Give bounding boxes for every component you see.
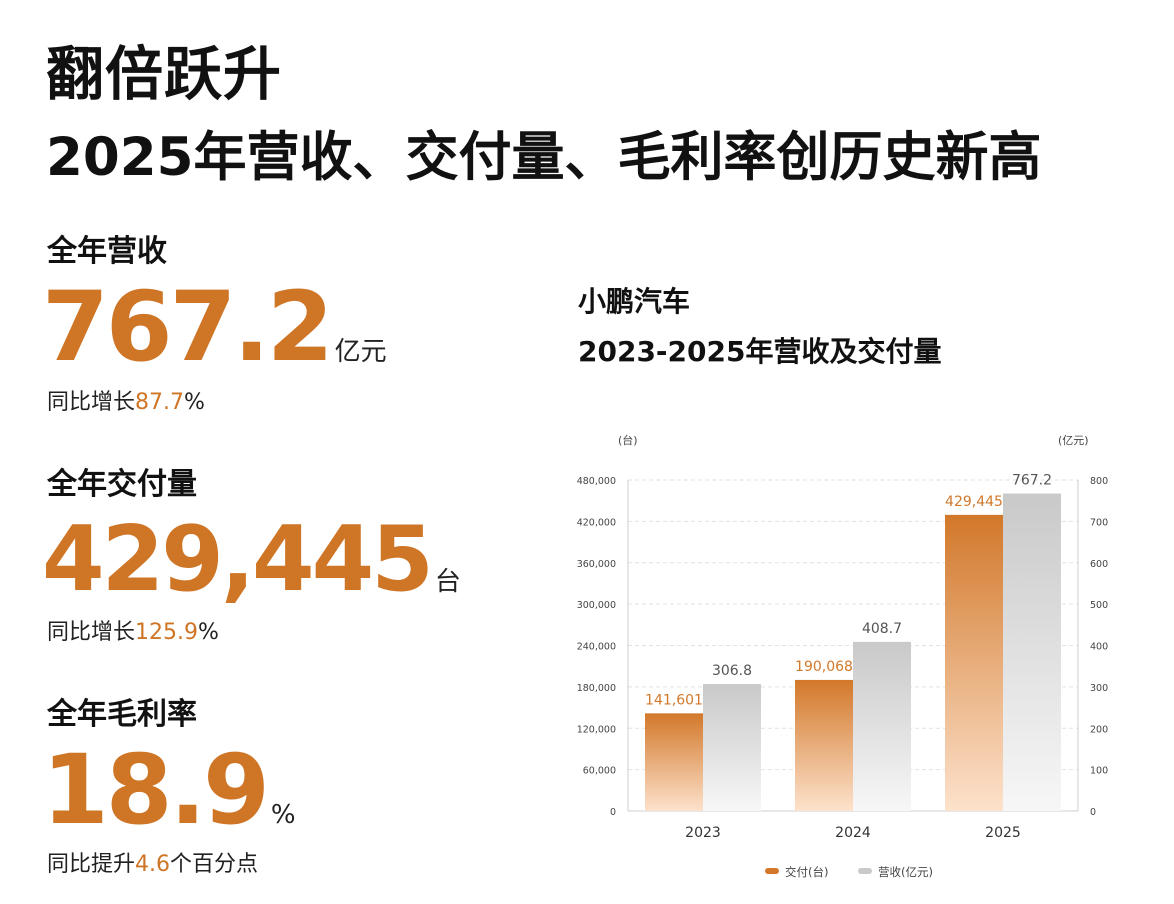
legend-label-revenue: 营收(亿元) — [878, 865, 933, 879]
margin-row: 18.9 % — [42, 735, 296, 845]
left-tick-label: 60,000 — [583, 766, 616, 777]
revenue-data-label: 306.8 — [712, 663, 752, 679]
delivery-data-label: 190,068 — [795, 659, 853, 675]
left-tick-label: 120,000 — [577, 724, 616, 735]
delivery-bar — [795, 679, 853, 811]
left-tick-label: 480,000 — [577, 476, 616, 487]
legend-swatch-delivery — [765, 868, 779, 874]
x-tick-label: 2024 — [835, 825, 871, 841]
deliveries-growth-suffix: % — [198, 620, 219, 645]
left-tick-label: 180,000 — [577, 683, 616, 694]
revenue-data-label: 408.7 — [862, 621, 902, 637]
margin-unit: % — [270, 800, 296, 830]
delivery-bar — [645, 713, 703, 811]
revenue-row: 767.2 亿元 — [42, 272, 387, 382]
delivery-data-label: 429,445 — [945, 494, 1003, 510]
left-tick-label: 240,000 — [577, 642, 616, 653]
right-tick-label: 400 — [1090, 642, 1108, 653]
delivery-bar — [945, 514, 1003, 811]
left-tick-label: 360,000 — [577, 559, 616, 570]
margin-value: 18.9 — [42, 734, 270, 846]
page-title: 翻倍跃升 — [46, 40, 283, 108]
revenue-data-label: 767.2 — [1012, 473, 1052, 489]
deliveries-growth-value: 125.9 — [135, 620, 198, 645]
legend-label-delivery: 交付(台) — [785, 865, 828, 879]
revenue-bar — [1003, 493, 1061, 811]
revenue-value: 767.2 — [42, 271, 334, 383]
margin-growth-prefix: 同比提升 — [47, 852, 136, 877]
right-tick-label: 0 — [1090, 807, 1096, 818]
margin-growth: 同比提升4.6个百分点 — [47, 850, 258, 880]
page-subtitle: 2025年营收、交付量、毛利率创历史新高 — [46, 127, 1042, 188]
deliveries-value: 429,445 — [42, 507, 434, 612]
revenue-unit: 亿元 — [334, 337, 387, 367]
revenue-growth-suffix: % — [184, 390, 205, 415]
right-tick-label: 700 — [1090, 517, 1108, 528]
deliveries-label: 全年交付量 — [47, 467, 197, 502]
revenue-growth-value: 87.7 — [135, 390, 184, 415]
revenue-growth: 同比增长87.7% — [47, 388, 205, 418]
left-tick-label: 300,000 — [577, 600, 616, 611]
revenue-growth-prefix: 同比增长 — [47, 390, 136, 415]
revenue-bar — [853, 641, 911, 811]
right-axis-unit: (亿元) — [1058, 434, 1089, 447]
deliveries-unit: 台 — [434, 567, 461, 597]
right-tick-label: 800 — [1090, 476, 1108, 487]
left-tick-label: 0 — [610, 807, 616, 818]
right-tick-label: 500 — [1090, 600, 1108, 611]
revenue-label: 全年营收 — [47, 234, 167, 269]
x-tick-label: 2023 — [685, 825, 721, 841]
margin-label: 全年毛利率 — [47, 697, 197, 732]
bar-chart: (台) (亿元) 0 0 60,000 100 120,000 200 180,000 300 24… — [577, 433, 1108, 879]
right-tick-label: 200 — [1090, 724, 1108, 735]
deliveries-growth: 同比增长125.9% — [47, 618, 219, 648]
left-axis-unit: (台) — [618, 433, 638, 447]
margin-growth-suffix: 个百分点 — [170, 852, 259, 877]
left-tick-label: 420,000 — [577, 517, 616, 528]
deliveries-growth-prefix: 同比增长 — [47, 620, 136, 645]
margin-growth-value: 4.6 — [135, 852, 171, 877]
chart-caption-title: 2023-2025年营收及交付量 — [578, 335, 942, 368]
right-tick-label: 100 — [1090, 766, 1108, 777]
legend-swatch-revenue — [858, 868, 872, 874]
chart-caption-company: 小鹏汽车 — [578, 285, 691, 318]
deliveries-row: 429,445 台 — [42, 505, 461, 615]
revenue-bar — [703, 684, 761, 811]
delivery-data-label: 141,601 — [645, 692, 703, 708]
right-tick-label: 600 — [1090, 559, 1108, 570]
right-tick-label: 300 — [1090, 683, 1108, 694]
x-tick-label: 2025 — [985, 825, 1021, 841]
